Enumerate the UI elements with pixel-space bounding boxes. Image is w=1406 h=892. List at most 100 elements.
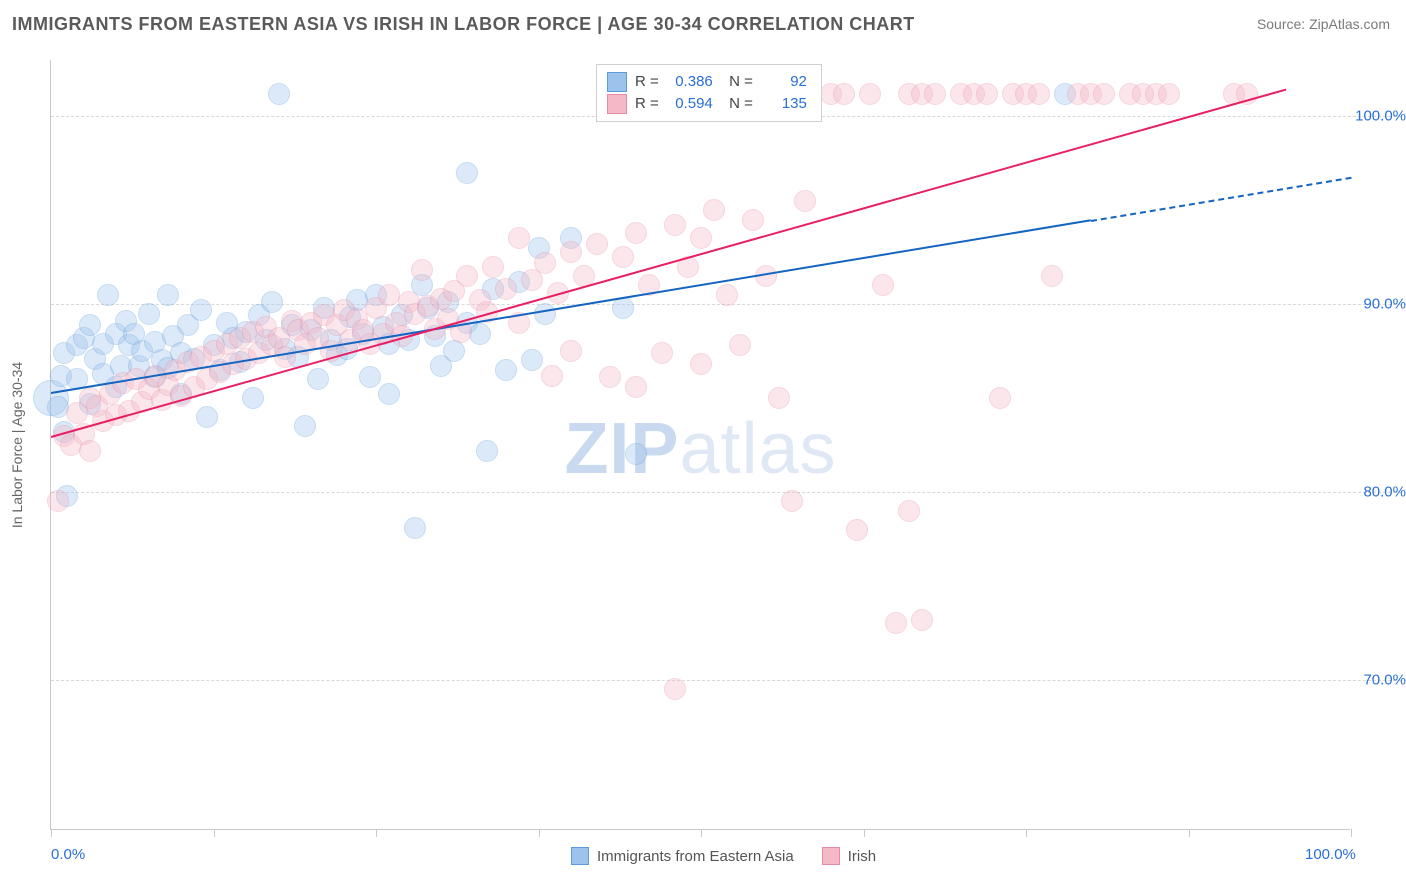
scatter-point-irish xyxy=(1093,83,1115,105)
scatter-point-asia xyxy=(190,299,212,321)
trendline xyxy=(51,88,1287,437)
scatter-point-irish xyxy=(79,440,101,462)
x-tick xyxy=(376,829,377,837)
scatter-point-irish xyxy=(716,284,738,306)
scatter-point-irish xyxy=(482,256,504,278)
scatter-point-asia xyxy=(157,284,179,306)
scatter-point-irish xyxy=(456,265,478,287)
scatter-point-asia xyxy=(469,323,491,345)
x-tick xyxy=(51,829,52,837)
gridline xyxy=(51,680,1401,681)
legend-row-asia: R = 0.386 N = 92 xyxy=(607,71,807,93)
x-tick xyxy=(864,829,865,837)
scatter-point-asia xyxy=(476,440,498,462)
y-tick-label: 70.0% xyxy=(1363,671,1406,688)
x-tick-label: 100.0% xyxy=(1305,846,1356,863)
scatter-point-irish xyxy=(274,346,296,368)
scatter-point-irish xyxy=(1028,83,1050,105)
scatter-point-irish xyxy=(898,500,920,522)
scatter-point-asia xyxy=(456,162,478,184)
scatter-point-irish xyxy=(703,199,725,221)
y-tick-label: 80.0% xyxy=(1363,483,1406,500)
scatter-point-irish xyxy=(599,366,621,388)
correlation-legend: R = 0.386 N = 92 R = 0.594 N = 135 xyxy=(596,64,822,122)
scatter-point-irish xyxy=(1041,265,1063,287)
y-axis-title: In Labor Force | Age 30-34 xyxy=(9,361,25,527)
chart-title: IMMIGRANTS FROM EASTERN ASIA VS IRISH IN… xyxy=(12,14,915,35)
scatter-point-irish xyxy=(742,209,764,231)
scatter-point-irish xyxy=(729,334,751,356)
x-tick xyxy=(1026,829,1027,837)
correlation-chart: IMMIGRANTS FROM EASTERN ASIA VS IRISH IN… xyxy=(0,0,1406,892)
scatter-point-irish xyxy=(664,214,686,236)
scatter-point-irish xyxy=(560,340,582,362)
x-tick xyxy=(1351,829,1352,837)
scatter-point-irish xyxy=(859,83,881,105)
n-value-asia: 92 xyxy=(761,71,807,93)
scatter-point-irish xyxy=(781,490,803,512)
scatter-point-asia xyxy=(359,366,381,388)
x-tick xyxy=(1189,829,1190,837)
scatter-point-asia xyxy=(242,387,264,409)
scatter-point-asia xyxy=(521,349,543,371)
scatter-point-irish xyxy=(872,274,894,296)
x-tick-label: 0.0% xyxy=(51,846,85,863)
x-tick xyxy=(701,829,702,837)
watermark: ZIPatlas xyxy=(564,408,836,490)
legend-row-irish: R = 0.594 N = 135 xyxy=(607,93,807,115)
series-legend: Immigrants from Eastern Asia Irish xyxy=(571,847,876,865)
scatter-point-irish xyxy=(625,376,647,398)
r-value-asia: 0.386 xyxy=(667,71,713,93)
scatter-point-irish xyxy=(47,490,69,512)
scatter-point-irish xyxy=(411,259,433,281)
legend-item-irish: Irish xyxy=(822,847,876,865)
gridline xyxy=(51,492,1401,493)
scatter-point-asia xyxy=(307,368,329,390)
scatter-point-asia xyxy=(97,284,119,306)
r-value-irish: 0.594 xyxy=(667,93,713,115)
scatter-point-irish xyxy=(560,241,582,263)
scatter-point-irish xyxy=(976,83,998,105)
scatter-point-asia xyxy=(47,396,69,418)
scatter-point-irish xyxy=(612,246,634,268)
scatter-point-irish xyxy=(541,365,563,387)
plot-area: ZIPatlas R = 0.386 N = 92 R = 0.594 N = … xyxy=(50,60,1350,830)
scatter-point-asia xyxy=(294,415,316,437)
scatter-point-irish xyxy=(690,227,712,249)
scatter-point-irish xyxy=(534,252,556,274)
scatter-point-irish xyxy=(495,278,517,300)
x-tick xyxy=(539,829,540,837)
scatter-point-irish xyxy=(833,83,855,105)
scatter-point-irish xyxy=(1158,83,1180,105)
scatter-point-irish xyxy=(924,83,946,105)
x-tick xyxy=(214,829,215,837)
scatter-point-irish xyxy=(989,387,1011,409)
scatter-point-asia xyxy=(378,383,400,405)
scatter-point-irish xyxy=(508,227,530,249)
scatter-point-asia xyxy=(625,443,647,465)
scatter-point-irish xyxy=(885,612,907,634)
source-attribution: Source: ZipAtlas.com xyxy=(1257,16,1390,32)
trendline xyxy=(1091,176,1351,221)
scatter-point-irish xyxy=(846,519,868,541)
scatter-point-asia xyxy=(268,83,290,105)
y-tick-label: 100.0% xyxy=(1355,108,1406,125)
scatter-point-irish xyxy=(664,678,686,700)
scatter-point-asia xyxy=(404,517,426,539)
scatter-point-asia xyxy=(196,406,218,428)
scatter-point-asia xyxy=(261,291,283,313)
swatch-irish-bottom xyxy=(822,847,840,865)
scatter-point-irish xyxy=(651,342,673,364)
scatter-point-asia xyxy=(534,303,556,325)
scatter-point-irish xyxy=(911,609,933,631)
scatter-point-irish xyxy=(794,190,816,212)
legend-item-asia: Immigrants from Eastern Asia xyxy=(571,847,794,865)
scatter-point-irish xyxy=(625,222,647,244)
swatch-asia-bottom xyxy=(571,847,589,865)
scatter-point-irish xyxy=(690,353,712,375)
scatter-point-asia xyxy=(138,303,160,325)
swatch-irish xyxy=(607,94,627,114)
swatch-asia xyxy=(607,72,627,92)
scatter-point-irish xyxy=(586,233,608,255)
y-tick-label: 90.0% xyxy=(1363,296,1406,313)
